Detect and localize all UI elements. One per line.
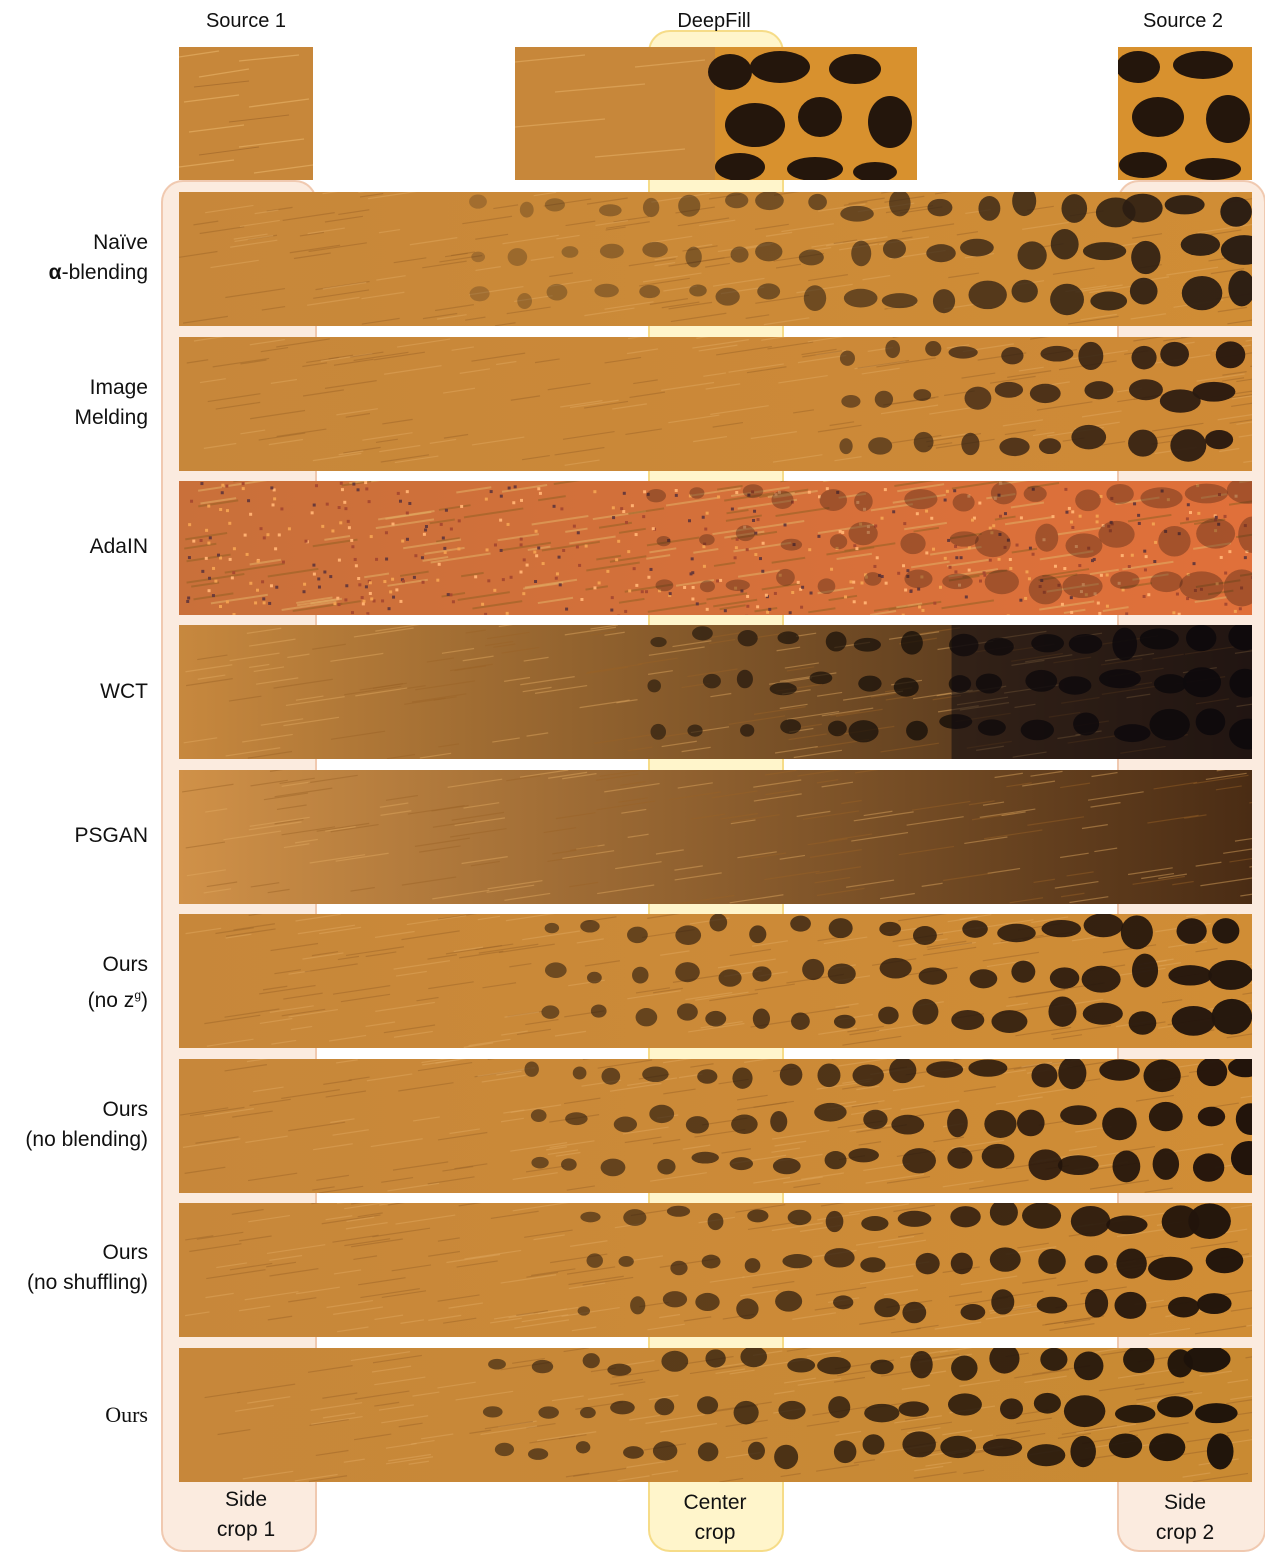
strip-background bbox=[179, 770, 1252, 904]
row-label-wct: WCT bbox=[100, 677, 148, 707]
row-label-ours-no-shuffling: Ours (no shuffling) bbox=[27, 1238, 148, 1298]
result-strip-naive bbox=[179, 192, 1252, 326]
deepfill-label: DeepFill bbox=[614, 10, 814, 33]
row-label-ours: Ours bbox=[105, 1400, 148, 1430]
row-label-ours-no-zg: Ours (no zg) bbox=[88, 950, 148, 1016]
result-strip-melding bbox=[179, 337, 1252, 471]
result-strip-adain bbox=[179, 481, 1252, 615]
result-strip-psgan bbox=[179, 770, 1252, 904]
row-label-ours-no-blending: Ours (no blending) bbox=[25, 1095, 148, 1155]
row-label-psgan: PSGAN bbox=[74, 821, 148, 851]
row-label-adain: AdaIN bbox=[90, 532, 148, 562]
dark-region bbox=[952, 625, 1252, 759]
side-crop-1-label: Side crop 1 bbox=[179, 1485, 313, 1545]
result-strip-no-blending bbox=[179, 1059, 1252, 1193]
source-2-image bbox=[1118, 47, 1252, 180]
deepfill-image bbox=[515, 47, 917, 180]
source-1-image bbox=[179, 47, 313, 180]
result-strip-ours bbox=[179, 1348, 1252, 1482]
result-strip-wct bbox=[179, 625, 1252, 759]
result-strip-no-zg bbox=[179, 914, 1252, 1048]
result-strip-no-shuffling bbox=[179, 1203, 1252, 1337]
side-crop-2-label: Side crop 2 bbox=[1118, 1488, 1252, 1548]
row-label-image-melding: Image Melding bbox=[74, 373, 148, 433]
center-crop-label: Center crop bbox=[648, 1488, 782, 1548]
row-label-naive-alpha-blending: Naïve α-blending bbox=[49, 228, 148, 288]
source-2-label: Source 2 bbox=[1083, 10, 1265, 33]
source-1-label: Source 1 bbox=[146, 10, 346, 33]
